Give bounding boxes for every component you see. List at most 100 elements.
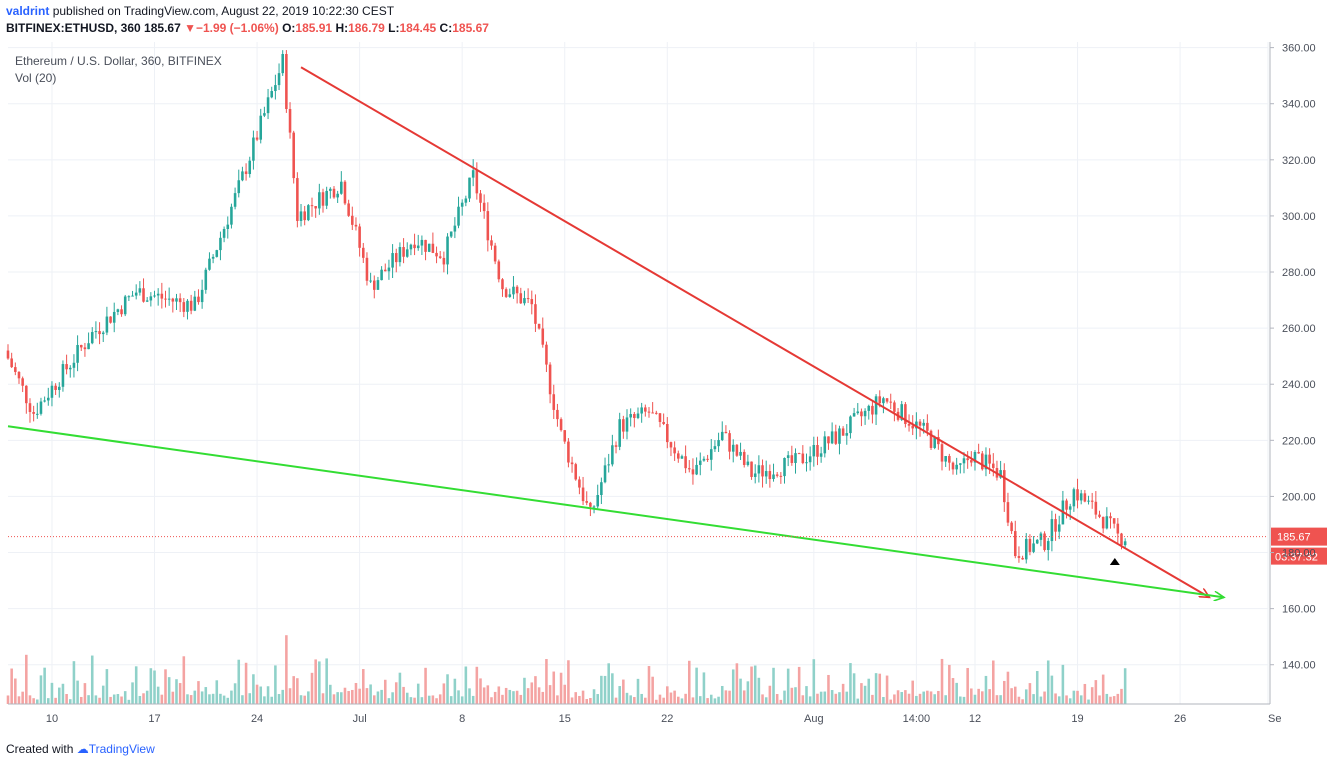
candle-body bbox=[563, 430, 567, 442]
volume-bar bbox=[405, 692, 409, 704]
candle-body bbox=[391, 253, 394, 268]
volume-bar bbox=[548, 685, 552, 704]
candle-body bbox=[757, 465, 761, 474]
volume-bar bbox=[372, 695, 376, 704]
candle-body bbox=[761, 465, 764, 477]
candle-body bbox=[589, 502, 592, 507]
candle-body bbox=[460, 202, 464, 207]
countdown-tag-label: 03:37:32 bbox=[1275, 552, 1318, 564]
volume-bar bbox=[856, 698, 860, 704]
candle-body bbox=[786, 455, 790, 458]
candle-body bbox=[153, 295, 156, 297]
candle-body bbox=[215, 250, 219, 257]
volume-bar bbox=[929, 691, 933, 704]
candle-body bbox=[1002, 470, 1006, 503]
candle-body bbox=[193, 296, 197, 311]
candle-body bbox=[882, 398, 885, 404]
volume-bar bbox=[545, 659, 548, 704]
volume-bar bbox=[153, 670, 156, 704]
candle-body bbox=[1120, 533, 1123, 546]
volume-bar bbox=[878, 673, 882, 704]
candle-body bbox=[219, 237, 222, 251]
volume-bar bbox=[512, 691, 515, 704]
candle-body bbox=[325, 190, 328, 206]
candle-body bbox=[244, 171, 248, 175]
candle-body bbox=[713, 446, 717, 450]
volume-bar bbox=[409, 697, 413, 704]
volume-bar bbox=[526, 688, 530, 704]
volume-bar bbox=[164, 669, 167, 704]
volume-bar bbox=[87, 695, 90, 704]
volume-bar bbox=[145, 690, 149, 704]
volume-bar bbox=[504, 687, 508, 704]
volume-bar bbox=[464, 666, 468, 704]
volume-bar bbox=[101, 685, 105, 704]
candle-body bbox=[816, 445, 819, 457]
volume-bar bbox=[849, 663, 852, 704]
volume-bar bbox=[885, 675, 889, 704]
volume-bar bbox=[493, 691, 497, 704]
volume-bar bbox=[1010, 688, 1013, 704]
tradingview-brand-link[interactable]: TradingView bbox=[88, 742, 155, 756]
candle-body bbox=[230, 206, 233, 225]
volume-bar bbox=[208, 694, 211, 704]
high-label: H: bbox=[335, 21, 349, 35]
candle-body bbox=[874, 396, 878, 415]
volume-bar bbox=[940, 658, 944, 704]
volume-bar bbox=[658, 694, 662, 704]
candle-body bbox=[442, 257, 446, 265]
candle-body bbox=[358, 226, 361, 248]
volume-bar bbox=[1013, 686, 1017, 704]
volume-bar bbox=[882, 696, 885, 704]
volume-bar bbox=[76, 680, 79, 704]
low-value: 184.45 bbox=[399, 21, 437, 35]
volume-bar bbox=[838, 692, 841, 704]
author-link[interactable]: valdrint bbox=[6, 4, 50, 18]
candle-body bbox=[1094, 501, 1098, 515]
candle-body bbox=[1090, 500, 1094, 502]
volume-bar bbox=[1057, 696, 1061, 704]
candle-body bbox=[197, 296, 200, 303]
candle-body bbox=[138, 288, 142, 293]
candle-body bbox=[929, 430, 933, 448]
volume-bar bbox=[270, 696, 274, 704]
candle-body bbox=[1006, 502, 1010, 523]
candle-body bbox=[574, 464, 578, 480]
volume-bar bbox=[17, 696, 21, 704]
volume-bar bbox=[127, 699, 131, 704]
candle-body bbox=[933, 437, 936, 448]
candle-body bbox=[299, 211, 303, 221]
candle-body bbox=[266, 97, 270, 114]
volume-bar bbox=[413, 697, 416, 704]
candle-body bbox=[105, 316, 109, 333]
volume-bar bbox=[655, 699, 658, 704]
candle-body bbox=[189, 300, 193, 311]
candle-body bbox=[753, 473, 757, 477]
marker-triangle-icon bbox=[1109, 557, 1120, 565]
volume-bar bbox=[171, 691, 175, 704]
candle-body bbox=[112, 311, 116, 323]
candle-body bbox=[666, 424, 669, 443]
candle-body bbox=[380, 269, 383, 281]
candle-body bbox=[307, 205, 310, 221]
volume-bar bbox=[10, 668, 13, 704]
candle-body bbox=[259, 115, 263, 140]
candle-body bbox=[61, 364, 65, 387]
volume-bar bbox=[362, 669, 365, 704]
volume-bar bbox=[687, 660, 691, 704]
volume-bar bbox=[61, 683, 65, 704]
volume-bar bbox=[977, 688, 980, 704]
candle-body bbox=[101, 332, 105, 335]
trendlines[interactable] bbox=[7, 66, 1224, 597]
candle-body bbox=[175, 298, 178, 302]
candle-body bbox=[603, 465, 607, 483]
volume-bar bbox=[354, 682, 358, 704]
volume-bar bbox=[343, 687, 347, 704]
volume-bar bbox=[1032, 694, 1035, 704]
volume-bar bbox=[585, 699, 589, 704]
candle-body bbox=[1123, 541, 1127, 546]
candle-body bbox=[625, 417, 629, 432]
candle-body bbox=[32, 412, 35, 414]
candle-body bbox=[43, 400, 46, 402]
